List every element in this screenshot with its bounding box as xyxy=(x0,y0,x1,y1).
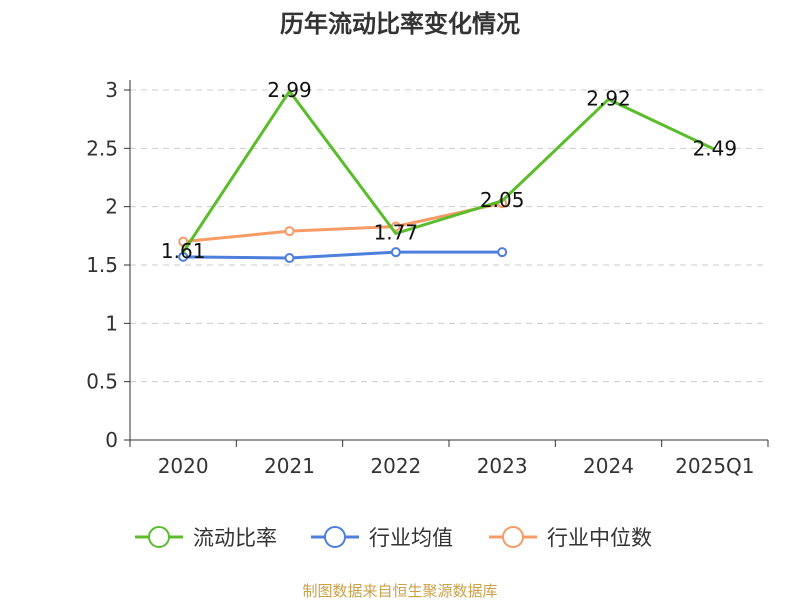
data-label: 1.61 xyxy=(161,239,206,263)
x-tick-label: 2022 xyxy=(370,454,421,478)
legend-label: 行业均值 xyxy=(369,526,453,550)
legend-item-2[interactable]: 行业中位数 xyxy=(489,526,652,550)
data-point xyxy=(390,247,401,258)
data-label: 2.92 xyxy=(586,86,631,110)
y-tick-label: 0 xyxy=(105,428,118,452)
x-tick-label: 2023 xyxy=(477,454,528,478)
data-point xyxy=(178,251,189,262)
x-tick-label: 2020 xyxy=(158,454,209,478)
legend-marker-icon xyxy=(148,526,170,548)
legend-marker-icon xyxy=(324,526,346,548)
legend-item-1[interactable]: 行业均值 xyxy=(311,526,453,550)
x-tick-label: 2025Q1 xyxy=(675,454,754,478)
x-tick-label: 2024 xyxy=(583,454,634,478)
data-label: 2.99 xyxy=(267,78,312,102)
series-line-2 xyxy=(183,201,503,244)
data-label: 1.77 xyxy=(374,221,419,245)
y-tick-label: 0.5 xyxy=(86,370,118,394)
series-line-1 xyxy=(183,250,503,260)
data-point xyxy=(497,247,508,258)
y-tick-label: 1.5 xyxy=(86,253,118,277)
legend[interactable]: 流动比率 行业均值 行业中位数 xyxy=(135,526,652,550)
series-lines xyxy=(178,89,716,263)
y-tick-label: 2.5 xyxy=(86,136,118,160)
legend-marker-icon xyxy=(502,526,524,548)
legend-label: 流动比率 xyxy=(193,526,277,550)
data-point xyxy=(284,253,295,263)
legend-item-0[interactable]: 流动比率 xyxy=(135,526,277,550)
chart-title: 历年流动比率变化情况 xyxy=(280,10,520,38)
x-tick-label: 2021 xyxy=(264,454,315,478)
y-tick-label: 1 xyxy=(105,311,118,335)
legend-label: 行业中位数 xyxy=(547,526,652,550)
data-label: 2.05 xyxy=(480,188,525,212)
axes: 0 0.5 1 1.5 2 2.5 3 2020 2021 2022 2023 2024 2025Q1 xyxy=(86,78,769,478)
y-tick-label: 2 xyxy=(105,195,118,219)
grid-lines xyxy=(130,89,768,383)
data-label: 2.49 xyxy=(693,137,738,161)
data-labels: 1.61 2.99 1.77 2.05 2.92 2.49 xyxy=(161,78,737,263)
y-tick-label: 3 xyxy=(105,78,118,102)
source-note: 制图数据来自恒生聚源数据库 xyxy=(302,582,497,600)
data-point xyxy=(284,226,295,237)
data-point xyxy=(178,236,189,247)
series-line-0 xyxy=(181,89,716,253)
